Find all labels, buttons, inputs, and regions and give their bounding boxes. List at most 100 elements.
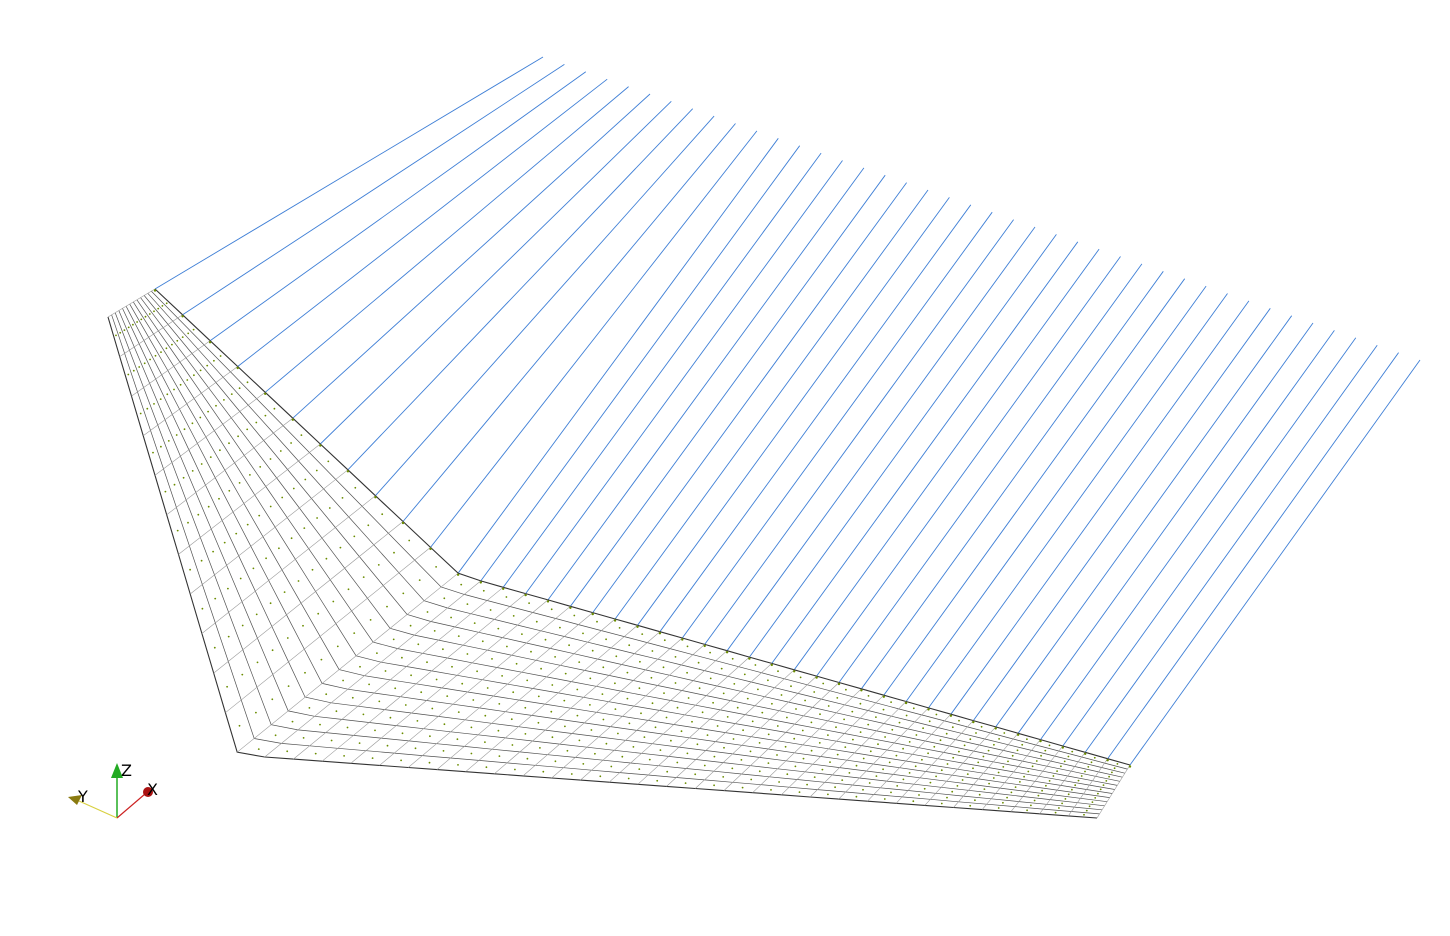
mesh-control-point bbox=[544, 638, 547, 641]
mesh-control-point bbox=[821, 768, 824, 771]
mesh-control-point bbox=[780, 694, 783, 696]
mesh-control-point bbox=[804, 699, 806, 702]
mesh-control-point bbox=[540, 667, 542, 670]
mesh-control-point bbox=[132, 369, 135, 372]
mesh-control-point bbox=[1088, 805, 1091, 808]
mesh-control-point bbox=[358, 742, 361, 744]
mesh-control-point bbox=[554, 656, 556, 658]
mesh-control-point bbox=[758, 742, 761, 744]
mesh-control-point bbox=[414, 747, 417, 750]
mesh-control-point bbox=[1003, 732, 1006, 734]
mesh-control-point bbox=[651, 650, 654, 652]
mesh-control-point bbox=[281, 496, 284, 499]
leading-edge-point bbox=[613, 619, 617, 622]
mesh-control-point bbox=[376, 652, 378, 654]
mesh-control-point bbox=[235, 532, 238, 535]
mesh-control-point bbox=[218, 497, 220, 500]
mesh-control-point bbox=[347, 588, 350, 591]
wake-lines bbox=[154, 56, 1421, 766]
mesh-control-point bbox=[822, 682, 825, 685]
mesh-control-point bbox=[977, 761, 980, 764]
mesh-control-point bbox=[801, 729, 804, 732]
mesh-control-point bbox=[890, 701, 892, 703]
mesh-control-point bbox=[778, 781, 780, 783]
mesh-control-point bbox=[1091, 801, 1094, 803]
mesh-control-point bbox=[898, 721, 901, 724]
axes-triad: Z X Y bbox=[68, 761, 158, 819]
mesh-control-point bbox=[320, 658, 323, 661]
wake-line bbox=[1017, 322, 1314, 734]
mesh-control-point bbox=[249, 474, 251, 476]
mesh-control-point bbox=[426, 661, 428, 664]
mesh-control-point bbox=[138, 366, 141, 368]
mesh-control-point bbox=[274, 734, 277, 737]
mesh-control-point bbox=[945, 732, 948, 735]
mesh-control-point bbox=[286, 750, 289, 753]
mesh-control-point bbox=[292, 487, 295, 490]
mesh-control-point bbox=[834, 786, 836, 789]
mesh-control-point bbox=[152, 451, 154, 454]
mesh-chordwise-line bbox=[114, 312, 1103, 811]
wake-line bbox=[928, 293, 1228, 709]
mesh-control-point bbox=[1002, 766, 1005, 768]
wake-line bbox=[154, 56, 544, 290]
mesh-control-point bbox=[148, 313, 151, 315]
mesh-control-point bbox=[868, 782, 871, 784]
leading-edge-point bbox=[972, 720, 975, 724]
mesh-control-point bbox=[1099, 788, 1102, 791]
mesh-control-point bbox=[325, 693, 328, 696]
mesh-control-point bbox=[269, 602, 272, 605]
leading-edge-point bbox=[1016, 733, 1020, 736]
mesh-spanwise-line bbox=[131, 340, 211, 397]
mesh-control-point bbox=[537, 695, 540, 698]
mesh-control-point bbox=[157, 307, 160, 310]
mesh-control-point bbox=[554, 760, 557, 763]
mesh-control-point bbox=[132, 323, 134, 326]
wake-line bbox=[1062, 337, 1357, 747]
mesh-control-point bbox=[341, 497, 344, 499]
mesh-control-point bbox=[975, 732, 977, 734]
leading-edge-point bbox=[1106, 759, 1109, 762]
mesh-control-point bbox=[200, 463, 203, 465]
mesh-control-point bbox=[751, 720, 754, 723]
mesh-control-point bbox=[997, 807, 1000, 809]
mesh-spanwise-line bbox=[201, 495, 376, 634]
mesh-control-point bbox=[197, 513, 200, 516]
leading-edge-point bbox=[502, 587, 505, 590]
mesh-spanwise-line bbox=[408, 612, 593, 768]
mesh-control-point bbox=[648, 758, 651, 761]
mesh-control-point bbox=[187, 521, 189, 524]
wake-line bbox=[237, 78, 608, 367]
leading-edge-point bbox=[429, 547, 432, 551]
leading-edge-point bbox=[949, 714, 953, 717]
mesh-control-point bbox=[1108, 775, 1110, 778]
mesh-spanwise-line bbox=[264, 580, 481, 758]
wake-line bbox=[375, 115, 715, 496]
mesh-spanwise-line bbox=[694, 675, 817, 789]
mesh-control-point bbox=[564, 725, 566, 728]
mesh-control-point bbox=[1044, 749, 1047, 752]
mesh-spanwise-line bbox=[119, 314, 183, 357]
leading-edge-point bbox=[793, 670, 796, 673]
mesh-control-point bbox=[998, 738, 1000, 740]
wake-line bbox=[430, 130, 758, 548]
mesh-control-point bbox=[958, 750, 960, 753]
mesh-control-point bbox=[353, 632, 356, 634]
mesh-control-point bbox=[1071, 750, 1074, 753]
mesh-control-point bbox=[252, 567, 255, 570]
mesh-control-point bbox=[505, 596, 508, 598]
mesh-control-point bbox=[402, 592, 405, 595]
wake-line bbox=[570, 174, 886, 607]
wake-line bbox=[659, 204, 972, 632]
mesh-control-point bbox=[929, 781, 932, 784]
leading-edge-point bbox=[882, 695, 885, 698]
wake-line bbox=[816, 256, 1121, 677]
mesh-control-point bbox=[720, 667, 723, 670]
mesh-control-point bbox=[1019, 781, 1021, 783]
mesh-control-point bbox=[843, 718, 845, 721]
mesh-spanwise-line bbox=[1010, 745, 1064, 812]
mesh-control-point bbox=[354, 486, 357, 489]
mesh-control-point bbox=[127, 373, 130, 376]
wake-line bbox=[525, 160, 843, 594]
